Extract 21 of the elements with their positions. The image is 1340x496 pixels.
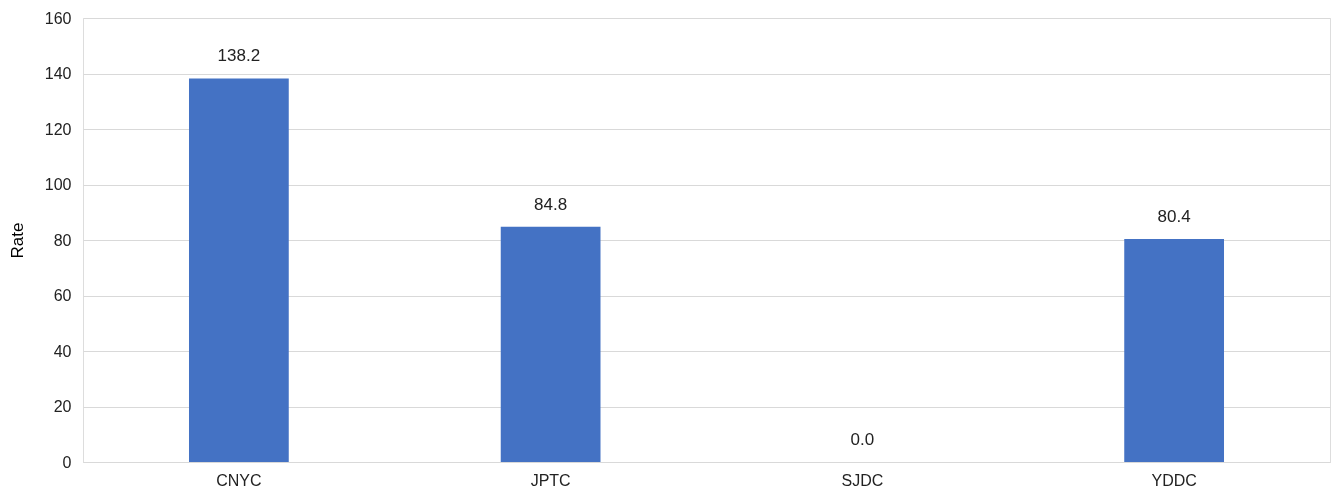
x-tick-label: YDDC: [1151, 471, 1197, 489]
y-tick-label: 20: [53, 398, 72, 415]
data-label: 80.4: [1157, 206, 1191, 226]
bar: [1124, 238, 1224, 462]
y-tick-label: 120: [44, 120, 72, 138]
bar: [189, 78, 289, 462]
data-label: 0.0: [850, 430, 875, 449]
x-tick-label: JPTC: [530, 471, 571, 489]
y-tick-label: 100: [44, 176, 72, 193]
data-label: 84.8: [534, 194, 568, 214]
y-tick-label: 140: [44, 65, 72, 82]
x-tick-label: SJDC: [841, 471, 884, 489]
x-tick-label: CNYC: [216, 471, 262, 489]
y-tick-label: 0: [62, 453, 72, 471]
y-axis-title: Rate: [7, 222, 27, 259]
data-label: 138.2: [217, 46, 261, 66]
y-tick-label: 60: [53, 287, 72, 304]
bar: [500, 226, 601, 462]
y-tick-label: 80: [53, 231, 72, 249]
y-tick-label: 40: [53, 342, 72, 360]
y-tick-label: 160: [44, 9, 72, 27]
